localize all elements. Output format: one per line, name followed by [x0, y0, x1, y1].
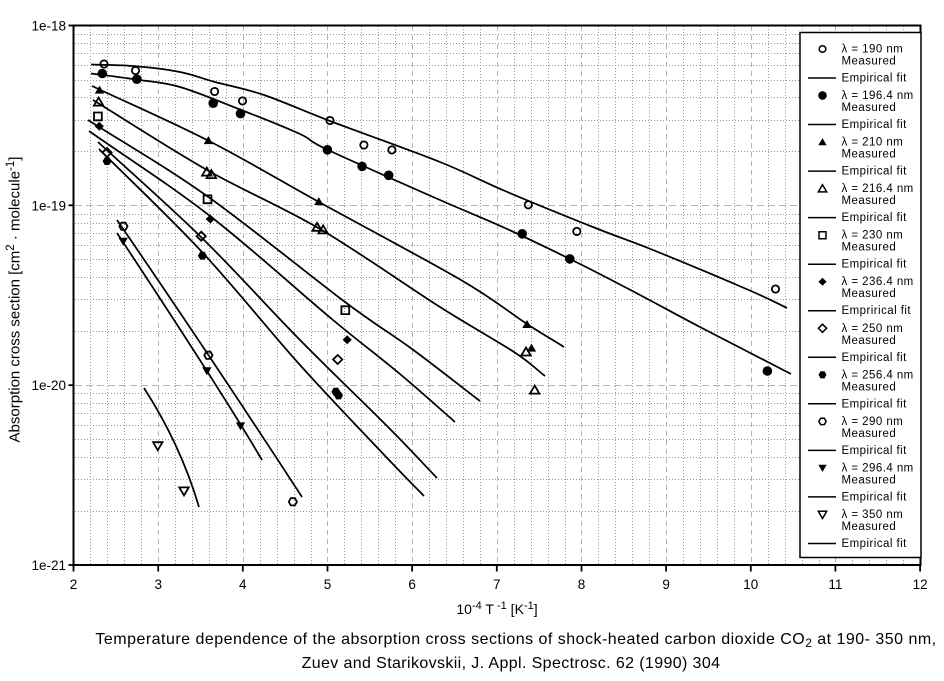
svg-text:Zuev and Starikovskii, J. Appl: Zuev and Starikovskii, J. Appl. Spectros… [302, 655, 721, 672]
svg-text:Measured: Measured [842, 242, 897, 254]
svg-text:7: 7 [493, 577, 501, 592]
svg-text:10: 10 [743, 577, 758, 592]
svg-text:3: 3 [154, 577, 162, 592]
svg-text:λ = 250 nm: λ = 250 nm [842, 323, 904, 335]
svg-text:Empirical fit: Empirical fit [842, 166, 908, 178]
svg-text:Emprirical fit: Emprirical fit [842, 305, 912, 317]
svg-text:5: 5 [324, 577, 332, 592]
svg-text:λ = 190 nm: λ = 190 nm [842, 44, 904, 56]
svg-text:λ = 350 nm: λ = 350 nm [842, 509, 904, 521]
svg-text:Empirical fit: Empirical fit [842, 212, 908, 224]
svg-text:Empirical fit: Empirical fit [842, 352, 908, 364]
svg-text:Measured: Measured [842, 428, 897, 440]
svg-text:1e-21: 1e-21 [31, 558, 66, 573]
svg-text:Empirical fit: Empirical fit [842, 491, 908, 503]
svg-text:λ = 236.4 nm: λ = 236.4 nm [842, 276, 914, 288]
svg-text:1e-18: 1e-18 [31, 19, 66, 34]
svg-text:Absorption cross section [cm2: Absorption cross section [cm2 · molecule… [5, 157, 24, 443]
svg-text:Empirical fit: Empirical fit [842, 398, 908, 410]
svg-text:8: 8 [578, 577, 586, 592]
svg-text:λ = 210 nm: λ = 210 nm [842, 137, 904, 149]
svg-text:6: 6 [408, 577, 416, 592]
svg-text:11: 11 [828, 577, 842, 592]
svg-text:9: 9 [662, 577, 670, 592]
svg-text:Empirical fit: Empirical fit [842, 73, 908, 85]
svg-text:λ = 256.4 nm: λ = 256.4 nm [842, 369, 914, 381]
svg-text:λ = 290 nm: λ = 290 nm [842, 416, 904, 428]
svg-text:Measured: Measured [842, 474, 897, 486]
svg-text:Measured: Measured [842, 195, 897, 207]
svg-text:1e-20: 1e-20 [31, 378, 66, 393]
svg-text:Empirical fit: Empirical fit [842, 119, 908, 131]
svg-text:Measured: Measured [842, 56, 897, 68]
svg-text:Measured: Measured [842, 521, 897, 533]
svg-text:λ = 230 nm: λ = 230 nm [842, 230, 904, 242]
svg-text:12: 12 [913, 577, 928, 592]
svg-text:Empirical fit: Empirical fit [842, 445, 908, 457]
svg-text:Measured: Measured [842, 149, 897, 161]
svg-text:Measured: Measured [842, 102, 897, 114]
svg-text:Measured: Measured [842, 381, 897, 393]
svg-text:2: 2 [70, 577, 78, 592]
svg-text:λ = 196.4 nm: λ = 196.4 nm [842, 90, 914, 102]
svg-text:Measured: Measured [842, 335, 897, 347]
svg-text:Temperature dependence of the: Temperature dependence of the absorption… [95, 631, 936, 650]
svg-text:Empirical fit: Empirical fit [842, 538, 908, 550]
svg-text:λ = 296.4 nm: λ = 296.4 nm [842, 462, 914, 474]
svg-text:Measured: Measured [842, 288, 897, 300]
svg-text:λ = 216.4 nm: λ = 216.4 nm [842, 183, 914, 195]
svg-text:1e-19: 1e-19 [31, 198, 66, 213]
svg-text:Empirical fit: Empirical fit [842, 259, 908, 271]
svg-text:4: 4 [239, 577, 247, 592]
